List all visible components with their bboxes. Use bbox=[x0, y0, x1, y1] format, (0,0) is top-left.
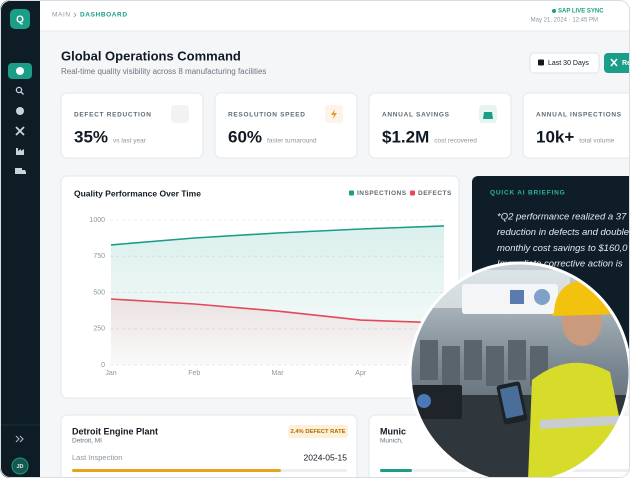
photo-border bbox=[408, 261, 630, 478]
photo-machine bbox=[420, 340, 438, 380]
briefing-line: monthly cost savings to $160,0 bbox=[497, 243, 628, 254]
defect-badge bbox=[288, 425, 348, 438]
plant-card[interactable] bbox=[60, 414, 358, 478]
photo-laptop-chart bbox=[417, 394, 431, 408]
x-tick-label: Apr bbox=[355, 370, 367, 377]
nav-icon-tools[interactable] bbox=[15, 126, 25, 136]
photo-laptop bbox=[412, 385, 462, 419]
top-bar bbox=[40, 0, 630, 31]
date-range-button[interactable] bbox=[529, 52, 600, 74]
inspection-label: Last Inspection bbox=[72, 453, 122, 462]
nav-icon-search-handle bbox=[20, 91, 24, 95]
legend-swatch bbox=[349, 190, 354, 196]
photo-machine bbox=[464, 340, 482, 380]
photo-screen-pie bbox=[534, 289, 550, 305]
y-tick-label: 250 bbox=[93, 326, 105, 333]
logo-text: Q bbox=[16, 15, 24, 26]
sync-status: SAP LIVE SYNC bbox=[558, 9, 604, 15]
photo-machine bbox=[508, 340, 526, 380]
date-range-label: Last 30 Days bbox=[548, 60, 589, 67]
kpi-icon-bag bbox=[483, 112, 493, 119]
action-icon bbox=[610, 58, 618, 67]
kpi-note: total volume bbox=[579, 138, 614, 145]
page-title: Global Operations Command bbox=[61, 48, 241, 63]
kpi-icon bbox=[171, 105, 189, 123]
legend-swatch bbox=[410, 190, 415, 196]
logo bbox=[10, 9, 30, 29]
sidebar bbox=[0, 0, 40, 478]
calendar-icon bbox=[538, 59, 544, 66]
progress-bar-decor bbox=[380, 469, 412, 472]
y-tick-label: 500 bbox=[93, 289, 105, 296]
briefing-line: reduction in defects and double bbox=[497, 227, 629, 238]
kpi-label: ANNUAL INSPECTIONS bbox=[536, 112, 622, 119]
series-line bbox=[110, 298, 445, 324]
avatar[interactable] bbox=[11, 457, 29, 475]
nav-icon-search[interactable] bbox=[15, 86, 23, 94]
expand-icon[interactable] bbox=[15, 435, 24, 443]
kpi-card bbox=[522, 92, 630, 159]
breadcrumb: MAIN bbox=[52, 12, 71, 19]
kpi-note: faster turnaround bbox=[267, 138, 317, 145]
kpi-value: 60% bbox=[228, 127, 262, 146]
x-tick-label: Jan bbox=[105, 370, 116, 377]
plant-location: Detroit, MI bbox=[72, 438, 102, 445]
kpi-card bbox=[368, 92, 512, 159]
legend-label: DEFECTS bbox=[418, 190, 452, 197]
photo-machine bbox=[442, 346, 460, 386]
nav-icon-dashboard bbox=[16, 67, 24, 75]
plant-name: Detroit Engine Plant bbox=[72, 426, 158, 436]
kpi-label: ANNUAL SAVINGS bbox=[382, 112, 450, 119]
plant-name: Munic bbox=[380, 426, 406, 436]
progress-bar bbox=[72, 469, 281, 472]
nav-icon-factory[interactable] bbox=[16, 148, 24, 155]
breadcrumb-separator bbox=[73, 12, 77, 18]
photo-worker-stripe bbox=[540, 415, 630, 429]
defect-badge-label: 2.4% DEFECT RATE bbox=[291, 429, 346, 435]
kpi-note: cost recovered bbox=[434, 138, 477, 145]
nav-icon-alerts[interactable] bbox=[16, 107, 24, 115]
plant-location: Munich, bbox=[380, 438, 403, 445]
photo-tablet-screen bbox=[500, 385, 524, 419]
briefing-line: Immediate corrective action is bbox=[497, 259, 623, 270]
briefing-title: QUICK AI BRIEFING bbox=[490, 190, 565, 197]
y-tick-label: 750 bbox=[93, 253, 105, 260]
avatar-initials: JD bbox=[16, 464, 23, 470]
kpi-note: vs last year bbox=[113, 138, 147, 145]
x-tick-label: Feb bbox=[188, 370, 200, 377]
photo-machine bbox=[486, 346, 504, 386]
photo-screen-bars bbox=[510, 290, 524, 304]
series-line bbox=[110, 225, 445, 246]
breadcrumb-current: DASHBOARD bbox=[80, 12, 128, 19]
chart-title: Quality Performance Over Time bbox=[74, 188, 201, 198]
timestamp: May 21, 2024 · 12:45 PM bbox=[531, 18, 598, 24]
y-tick-label: 0 bbox=[101, 362, 105, 369]
inspection-date: 2024-05-15 bbox=[304, 452, 348, 462]
kpi-value: 10k+ bbox=[536, 127, 574, 146]
kpi-label: RESOLUTION SPEED bbox=[228, 112, 306, 119]
x-tick-label: Mar bbox=[271, 370, 284, 377]
kpi-icon-bolt bbox=[331, 109, 337, 119]
action-label: Re bbox=[622, 60, 630, 67]
page-subtitle: Real-time quality visibility across 8 ma… bbox=[61, 67, 266, 76]
action-button[interactable] bbox=[604, 53, 630, 73]
nav-icon-truck[interactable] bbox=[15, 168, 26, 174]
kpi-card bbox=[214, 92, 358, 159]
series-area bbox=[111, 299, 444, 365]
sync-dot bbox=[552, 9, 556, 13]
kpi-label: DEFECT REDUCTION bbox=[74, 112, 152, 119]
y-tick-label: 1000 bbox=[89, 217, 105, 224]
legend-label: INSPECTIONS bbox=[357, 190, 407, 197]
briefing-line: *Q2 performance realized a 37 bbox=[497, 212, 627, 223]
kpi-card bbox=[60, 92, 204, 159]
kpi-value: $1.2M bbox=[382, 127, 429, 146]
kpi-value: 35% bbox=[74, 127, 108, 146]
